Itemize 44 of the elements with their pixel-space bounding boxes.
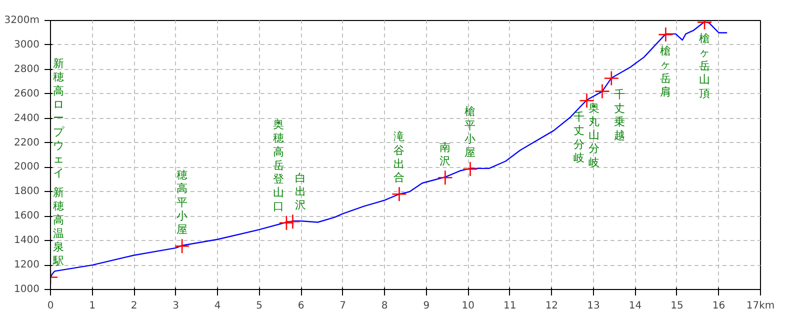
line-series (50, 20, 728, 278)
x-tick-label: 4 (214, 300, 221, 312)
x-tick-label: 7 (340, 300, 346, 312)
y-tick-label: 1800 (14, 186, 40, 198)
annotation: 滝谷出合 (394, 130, 405, 184)
x-tick-label: 5 (256, 300, 263, 312)
y-tick-label: 1200 (14, 260, 40, 271)
y-tick-label: 3000 (14, 39, 40, 50)
annotation: 槍ヶ岳山頂 (699, 32, 710, 100)
annotation: 千丈乗越 (614, 88, 625, 142)
annotation: 奥丸山分岐 (588, 101, 600, 169)
y-tick-label: 1400 (14, 235, 40, 246)
x-tick-label: 10 (462, 300, 475, 312)
y-tick-label: 1600 (14, 210, 40, 222)
y-tick-label: 2200 (14, 137, 40, 148)
annotation: 穂高平小屋 (176, 168, 188, 236)
x-tick-label: 2 (130, 300, 138, 312)
x-tick-label: 17km (746, 300, 775, 312)
y-tick-label: 1000 (14, 284, 40, 295)
annotation: 南沢 (440, 140, 451, 168)
annotation: 新穂高温泉駅 (52, 186, 64, 268)
x-tick-label: 12 (545, 300, 558, 312)
annotation: 奥穂高岳登山口 (272, 118, 284, 213)
x-tick-label: 9 (423, 300, 430, 312)
x-tick-label: 13 (587, 300, 600, 312)
y-tick-label: 2600 (14, 88, 40, 100)
annotation: 千丈分岐 (573, 110, 584, 165)
x-tick-label: 16 (712, 300, 726, 312)
y-tick-label: 2800 (14, 64, 40, 75)
y-tick-label: 2000 (14, 162, 40, 173)
annotation: 槍ヶ岳肩 (660, 44, 672, 99)
annotation: 白出沢 (295, 171, 306, 212)
x-tick-label: 0 (47, 300, 54, 312)
x-tick-label: 15 (670, 300, 684, 312)
annotation: 槍平小屋 (464, 105, 476, 160)
x-tick-label: 3 (172, 300, 179, 312)
x-tick-label: 1 (89, 300, 96, 312)
x-tick-label: 8 (381, 300, 388, 312)
y-tick-label: 2400 (14, 112, 40, 124)
text: 新穂高ロープウェイ (53, 57, 64, 180)
x-tick-label: 11 (504, 300, 516, 312)
y-tick-label: 3200m (4, 15, 40, 26)
x-tick-label: 6 (298, 300, 304, 312)
x-tick-label: 14 (628, 300, 642, 312)
